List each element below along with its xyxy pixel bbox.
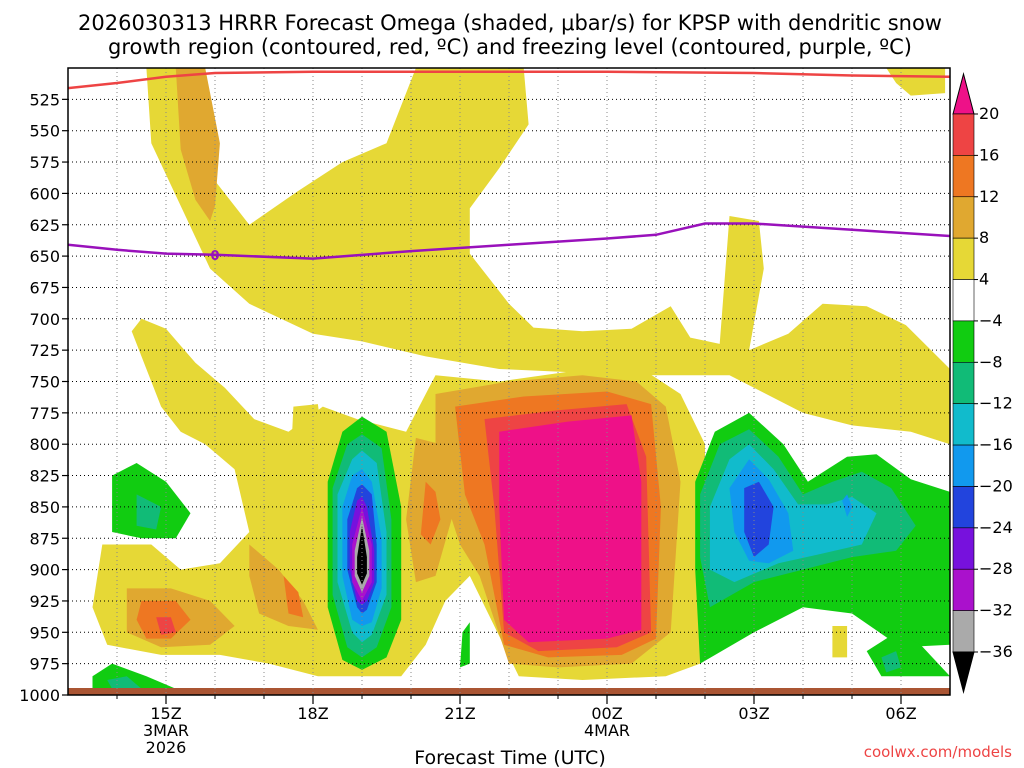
colorbar-label-6: −8 xyxy=(979,352,1003,371)
x-tick-label-24-1: 4MAR xyxy=(584,721,630,740)
omega-region-1 xyxy=(175,68,220,221)
y-tick-label-950: 950 xyxy=(29,623,60,642)
colorbar-label-7: −12 xyxy=(979,394,1013,413)
colorbar-bin-7 xyxy=(952,403,975,446)
colorbar-bin-11 xyxy=(952,568,975,611)
colorbar-bin-2 xyxy=(952,196,975,239)
contour-lines: 0 xyxy=(68,70,950,264)
x-tick-label-15-2: 2026 xyxy=(146,738,187,757)
y-tick-label-925: 925 xyxy=(29,592,60,611)
omega-region-12 xyxy=(283,575,304,618)
y-tick-label-975: 975 xyxy=(29,655,60,674)
x-tick-label-15-0: 15Z xyxy=(150,704,181,723)
omega-region-33 xyxy=(460,622,470,668)
colorbar: 20 16 12 8 4 −4 −8 −12 −16 −20 −24 −28 −32 −36 xyxy=(952,72,1013,694)
x-axis-label: Forecast Time (UTC) xyxy=(414,747,605,768)
omega-region-10 xyxy=(420,481,441,545)
y-tick-label-650: 650 xyxy=(29,247,60,266)
colorbar-top-arrow xyxy=(952,72,975,115)
y-tick-label-625: 625 xyxy=(29,216,60,235)
credit-link[interactable]: coolwx.com/models xyxy=(864,743,1012,761)
y-tick-label-700: 700 xyxy=(29,310,60,329)
x-tick-label-15-1: 3MAR xyxy=(143,721,189,740)
y-tick-label-775: 775 xyxy=(29,404,60,423)
x-tick-label-21-0: 21Z xyxy=(444,704,475,723)
colorbar-bin-3 xyxy=(952,237,975,280)
y-tick-label-875: 875 xyxy=(29,529,60,548)
colorbar-label-12: −32 xyxy=(979,601,1013,620)
dendritic-snow-growth-contour xyxy=(68,70,950,90)
freezing-level-label: 0 xyxy=(210,249,219,264)
ground-strip xyxy=(68,688,950,695)
y-tick-label-900: 900 xyxy=(29,561,60,580)
x-tick-label-30-0: 06Z xyxy=(885,704,916,723)
colorbar-bottom-arrow xyxy=(952,651,975,694)
omega-region-31 xyxy=(112,463,191,539)
colorbar-bin-1 xyxy=(952,155,975,198)
colorbar-label-8: −16 xyxy=(979,435,1013,454)
y-tick-label-850: 850 xyxy=(29,498,60,517)
colorbar-bin-9 xyxy=(952,486,975,529)
x-tick-label-24-0: 00Z xyxy=(591,704,622,723)
colorbar-bin-10 xyxy=(952,527,975,570)
colorbar-bin-12 xyxy=(952,610,975,653)
colorbar-label-2: 12 xyxy=(979,187,999,206)
colorbar-bin-6 xyxy=(952,362,975,404)
colorbar-label-13: −36 xyxy=(979,642,1013,661)
colorbar-label-5: −4 xyxy=(979,311,1003,330)
chart-title-line-1: 2026030313 HRRR Forecast Omega (shaded, … xyxy=(78,11,942,35)
omega-region-37 xyxy=(881,651,901,673)
colorbar-label-1: 16 xyxy=(979,145,999,164)
colorbar-label-0: 20 xyxy=(979,104,999,123)
chart-title-line-2: growth region (contoured, red, ºC) and f… xyxy=(108,35,912,59)
omega-shading xyxy=(68,68,950,695)
y-tick-label-575: 575 xyxy=(29,153,60,172)
x-tick-label-18-0: 18Z xyxy=(297,704,328,723)
y-tick-label-1000: 1000 xyxy=(19,686,60,705)
freezing-level-contour xyxy=(68,222,950,260)
omega-region-0 xyxy=(146,68,950,445)
colorbar-bin-8 xyxy=(952,444,975,487)
omega-region-38 xyxy=(832,626,848,658)
y-tick-label-600: 600 xyxy=(29,184,60,203)
omega-region-15 xyxy=(156,617,176,635)
y-tick-label-750: 750 xyxy=(29,373,60,392)
omega-region-30 xyxy=(842,494,852,517)
x-tick-label-27-0: 03Z xyxy=(738,704,769,723)
omega-region-32 xyxy=(136,494,162,530)
colorbar-label-10: −24 xyxy=(979,518,1013,537)
colorbar-bin-0 xyxy=(952,113,975,156)
colorbar-label-3: 8 xyxy=(979,228,989,247)
colorbar-label-11: −28 xyxy=(979,559,1013,578)
omega-region-29 xyxy=(744,481,774,558)
y-tick-label-550: 550 xyxy=(29,122,60,141)
colorbar-bin-5 xyxy=(952,320,975,363)
y-tick-label-800: 800 xyxy=(29,435,60,454)
colorbar-label-9: −20 xyxy=(979,476,1013,495)
y-axis-ticks: 525 550 575 600 625 650 675 700 725 750 775 800 825 8… xyxy=(19,90,68,705)
omega-region-8 xyxy=(499,415,642,643)
y-tick-label-525: 525 xyxy=(29,90,60,109)
y-tick-label-825: 825 xyxy=(29,467,60,486)
y-tick-label-725: 725 xyxy=(29,341,60,360)
colorbar-bin-4 xyxy=(952,279,975,322)
grid-lines xyxy=(68,68,950,695)
omega-region-35 xyxy=(107,676,142,689)
y-tick-label-675: 675 xyxy=(29,278,60,297)
colorbar-label-4: 4 xyxy=(979,270,989,289)
